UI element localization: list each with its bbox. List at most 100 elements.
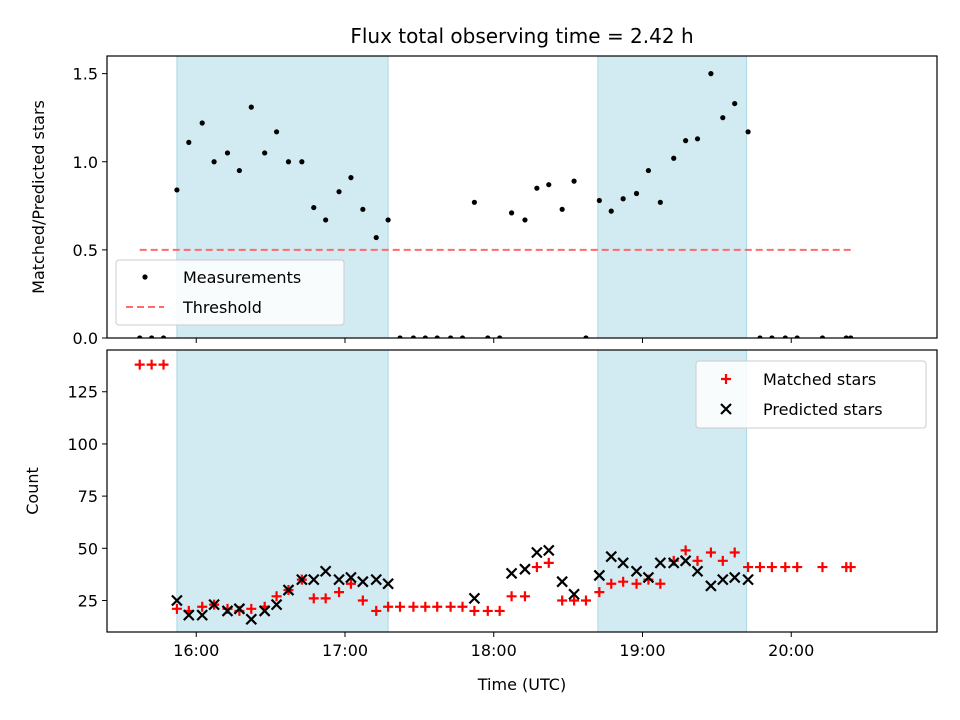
matched-point: [246, 603, 257, 614]
measurement-point: [199, 120, 205, 126]
measurement-point: [299, 159, 305, 165]
matched-point: [506, 591, 517, 602]
predicted-point: [593, 569, 606, 582]
matched-point: [717, 555, 728, 566]
matched-point: [766, 562, 777, 573]
matched-point: [134, 359, 145, 370]
matched-point: [792, 562, 803, 573]
predicted-point: [282, 584, 295, 596]
measurement-point: [683, 138, 689, 144]
predicted-point: [382, 578, 394, 590]
y-tick-label: 0.5: [73, 241, 98, 260]
predicted-point: [679, 555, 692, 567]
y-tick-label: 0.0: [73, 329, 98, 348]
matched-point: [158, 359, 169, 370]
x-tick-label: 20:00: [768, 641, 814, 660]
plot-frame: [106, 349, 938, 633]
matched-point: [445, 601, 456, 612]
matched-point: [457, 601, 468, 612]
measurement-point: [694, 136, 701, 142]
measurement-point: [336, 189, 342, 195]
measurement-point: [633, 190, 640, 197]
predicted-point: [357, 575, 369, 588]
y-tick-label: 75: [78, 487, 98, 506]
measurement-point: [708, 71, 714, 77]
measurement-point: [559, 206, 565, 212]
measurement-point: [174, 187, 180, 193]
legend-predicted-marker: [720, 403, 732, 415]
matched-point: [543, 557, 554, 568]
measurement-point: [608, 208, 614, 214]
plot-frame: [106, 55, 938, 339]
matched-point: [557, 595, 568, 606]
measurement-point: [720, 115, 726, 121]
predicted-point: [630, 565, 643, 578]
x-axis-label: Time (UTC): [477, 675, 566, 694]
measurement-point: [732, 100, 738, 107]
shaded-interval-2: [597, 55, 748, 339]
measurement-point: [448, 335, 454, 338]
predicted-point: [705, 580, 717, 592]
measurement-point: [645, 167, 652, 174]
predicted-point: [605, 550, 618, 563]
matched-point: [606, 578, 617, 589]
measurement-point: [843, 335, 849, 338]
predicted-point: [245, 613, 258, 626]
predicted-point: [171, 594, 183, 607]
measurement-point: [596, 197, 602, 204]
predicted-point: [319, 565, 332, 578]
measurement-point: [583, 335, 589, 338]
top-panel: 0.0 0.5 1.0 1.5 Matched/Predicted stars Measu…: [29, 55, 938, 348]
predicted-point: [345, 571, 357, 584]
predicted-point: [542, 544, 555, 557]
matched-point: [171, 603, 182, 614]
measurement-point: [620, 196, 626, 202]
measurement-point: [757, 335, 763, 338]
matched-point: [334, 587, 345, 598]
predicted-point: [556, 575, 568, 588]
predicted-point: [667, 557, 680, 569]
measurement-point: [224, 150, 231, 156]
y-tick-label: 1.0: [73, 153, 98, 172]
bottom-panel: 25 50 75 100 125 16:00 17:00 18:00 19:00 20:00 Cou…: [23, 349, 938, 694]
predicted-point: [654, 557, 667, 569]
legend-predicted-label: Predicted stars: [763, 400, 883, 419]
matched-point: [320, 593, 331, 604]
measurement-point: [485, 335, 491, 338]
predicted-point: [333, 573, 345, 586]
chart-title: Flux total observing time = 2.42 h: [350, 24, 693, 48]
predicted-point: [642, 571, 655, 584]
measurement-point: [422, 335, 428, 338]
measurement-point: [434, 335, 440, 338]
legend: Measurements Threshold: [115, 259, 345, 326]
matched-point: [345, 578, 356, 589]
predicted-point: [221, 605, 234, 617]
matched-point: [420, 601, 431, 612]
matched-point: [432, 601, 443, 612]
measurement-point: [311, 204, 317, 211]
predicted-point: [258, 605, 271, 617]
measurement-point: [522, 217, 528, 223]
legend-matched-label: Matched stars: [763, 370, 876, 389]
y-tick-label: 50: [78, 539, 98, 558]
predicted-point: [728, 571, 741, 584]
measurement-point: [848, 335, 854, 338]
measurement-point: [508, 210, 515, 216]
predicted-point: [617, 557, 629, 569]
predicted-point: [568, 588, 580, 600]
predicted-point: [208, 598, 220, 611]
measurement-point: [248, 104, 254, 110]
measurement-point: [671, 155, 677, 161]
measurement-point: [534, 185, 540, 191]
measurement-point: [497, 335, 503, 338]
predicted-point: [233, 603, 246, 615]
matched-point: [729, 547, 740, 558]
measurement-point: [323, 217, 329, 223]
matched-point: [357, 595, 368, 606]
measurement-point: [385, 217, 391, 223]
measurement-point: [360, 206, 366, 212]
measurement-point: [236, 167, 242, 174]
x-tick-label: 16:00: [173, 641, 219, 660]
predicted-point: [296, 573, 308, 586]
measurement-point: [186, 139, 192, 145]
